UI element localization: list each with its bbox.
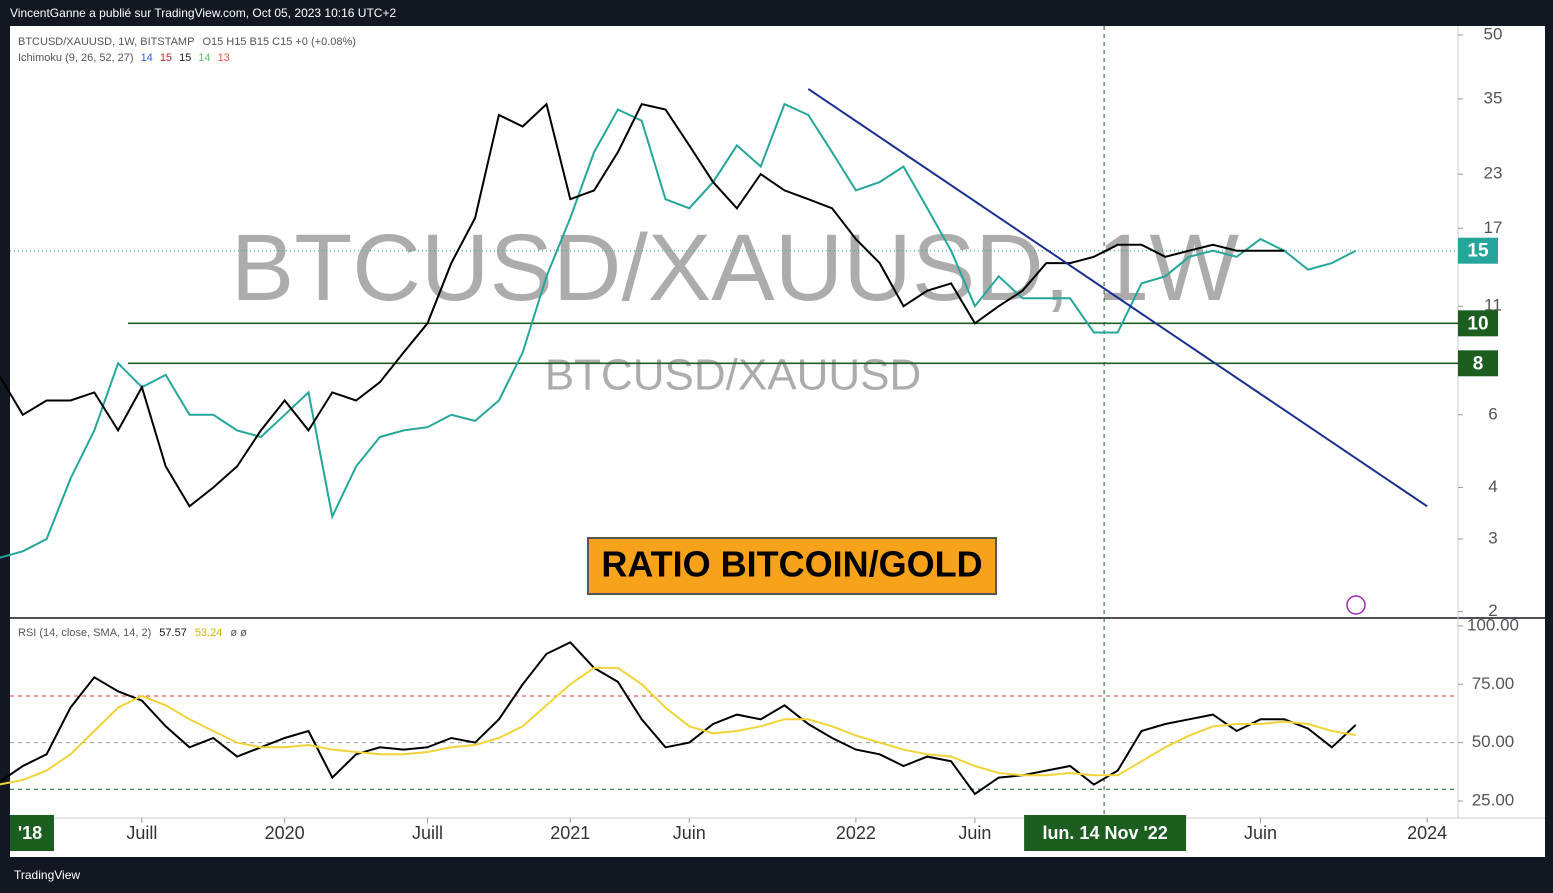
start-label-box bbox=[10, 815, 54, 851]
x-tick-label: 2022 bbox=[836, 823, 876, 843]
rsi-legend: RSI (14, close, SMA, 14, 2) 57.57 53.24 ø ø bbox=[18, 627, 247, 639]
annotation-box bbox=[587, 537, 997, 595]
price-label: 10 bbox=[1467, 313, 1488, 334]
rsi-title: RSI (14, close, SMA, 14, 2) bbox=[18, 627, 151, 639]
x-tick-label: Juin bbox=[1244, 823, 1277, 843]
y-tick-label: 4 bbox=[1488, 477, 1497, 496]
indicator: Ichimoku (9, 26, 52, 27) bbox=[18, 52, 134, 64]
x-tick-label: Juin bbox=[673, 823, 706, 843]
indicator-legend: Ichimoku (9, 26, 52, 27) 14 15 15 14 13 bbox=[18, 52, 230, 64]
alert-icon[interactable] bbox=[1346, 595, 1366, 615]
series-line bbox=[0, 102, 1357, 559]
watermark: BTCUSD/XAUUSD, 1W bbox=[231, 215, 1240, 321]
price-label-box bbox=[1458, 350, 1498, 377]
y-tick-label: 50 bbox=[1484, 25, 1503, 44]
header: VincentGanne a publié sur TradingView.co… bbox=[10, 6, 396, 20]
annotation: RATIO BITCOIN/GOLD bbox=[601, 544, 982, 585]
price-label: 15 bbox=[1467, 241, 1489, 262]
cursor-label: lun. 14 Nov '22 bbox=[1042, 823, 1167, 843]
price-label-box bbox=[1458, 237, 1498, 264]
rsi-sma-value: 53.24 bbox=[195, 627, 223, 639]
watermark-small: BTCUSD/XAUUSD bbox=[545, 351, 922, 400]
indicator-value: 13 bbox=[218, 52, 230, 64]
legend: BTCUSD/XAUUSD, 1W, BITSTAMP O15 H15 B15 C… bbox=[18, 36, 356, 48]
footer: TradingView bbox=[14, 868, 80, 882]
x-tick-label: Juill bbox=[412, 823, 443, 843]
x-tick-label: Juin bbox=[958, 823, 991, 843]
y-tick-label: 50.00 bbox=[1472, 732, 1515, 751]
indicator-value: 15 bbox=[160, 52, 172, 64]
y-tick-label: 23 bbox=[1484, 164, 1503, 183]
x-tick-label: 2021 bbox=[550, 823, 590, 843]
series-line bbox=[0, 666, 1356, 786]
x-tick-label: 2024 bbox=[1407, 823, 1447, 843]
y-tick-label: 35 bbox=[1484, 88, 1503, 107]
y-tick-label: 17 bbox=[1484, 218, 1503, 237]
series-line bbox=[0, 641, 1357, 796]
y-tick-label: 6 bbox=[1488, 404, 1497, 423]
start-label: '18 bbox=[18, 823, 42, 843]
symbol: BTCUSD/XAUUSD, 1W, BITSTAMP bbox=[18, 36, 194, 48]
rsi-value: 57.57 bbox=[159, 627, 187, 639]
price-label-box bbox=[1458, 310, 1498, 337]
x-tick-label: 2020 bbox=[265, 823, 305, 843]
y-tick-label: 75.00 bbox=[1472, 674, 1515, 693]
indicator-value: 15 bbox=[179, 52, 191, 64]
y-tick-label: 25.00 bbox=[1472, 790, 1515, 809]
y-tick-label: 2 bbox=[1488, 601, 1497, 620]
indicator-value: 14 bbox=[141, 52, 153, 64]
price-label: 8 bbox=[1473, 353, 1484, 374]
plot-area bbox=[10, 26, 1545, 857]
trendline bbox=[807, 88, 1428, 508]
rsi-extra: ø ø bbox=[230, 627, 247, 639]
x-tick-label: Juill bbox=[126, 823, 157, 843]
ohlc: O15 H15 B15 C15 +0 (+0.08%) bbox=[202, 36, 355, 48]
cursor-label-box bbox=[1024, 815, 1187, 851]
indicator-value: 14 bbox=[198, 52, 210, 64]
series-line bbox=[0, 102, 1285, 508]
y-tick-label: 3 bbox=[1488, 528, 1497, 547]
y-tick-label: 11 bbox=[1484, 296, 1502, 315]
y-tick-label: 100.00 bbox=[1467, 615, 1519, 634]
